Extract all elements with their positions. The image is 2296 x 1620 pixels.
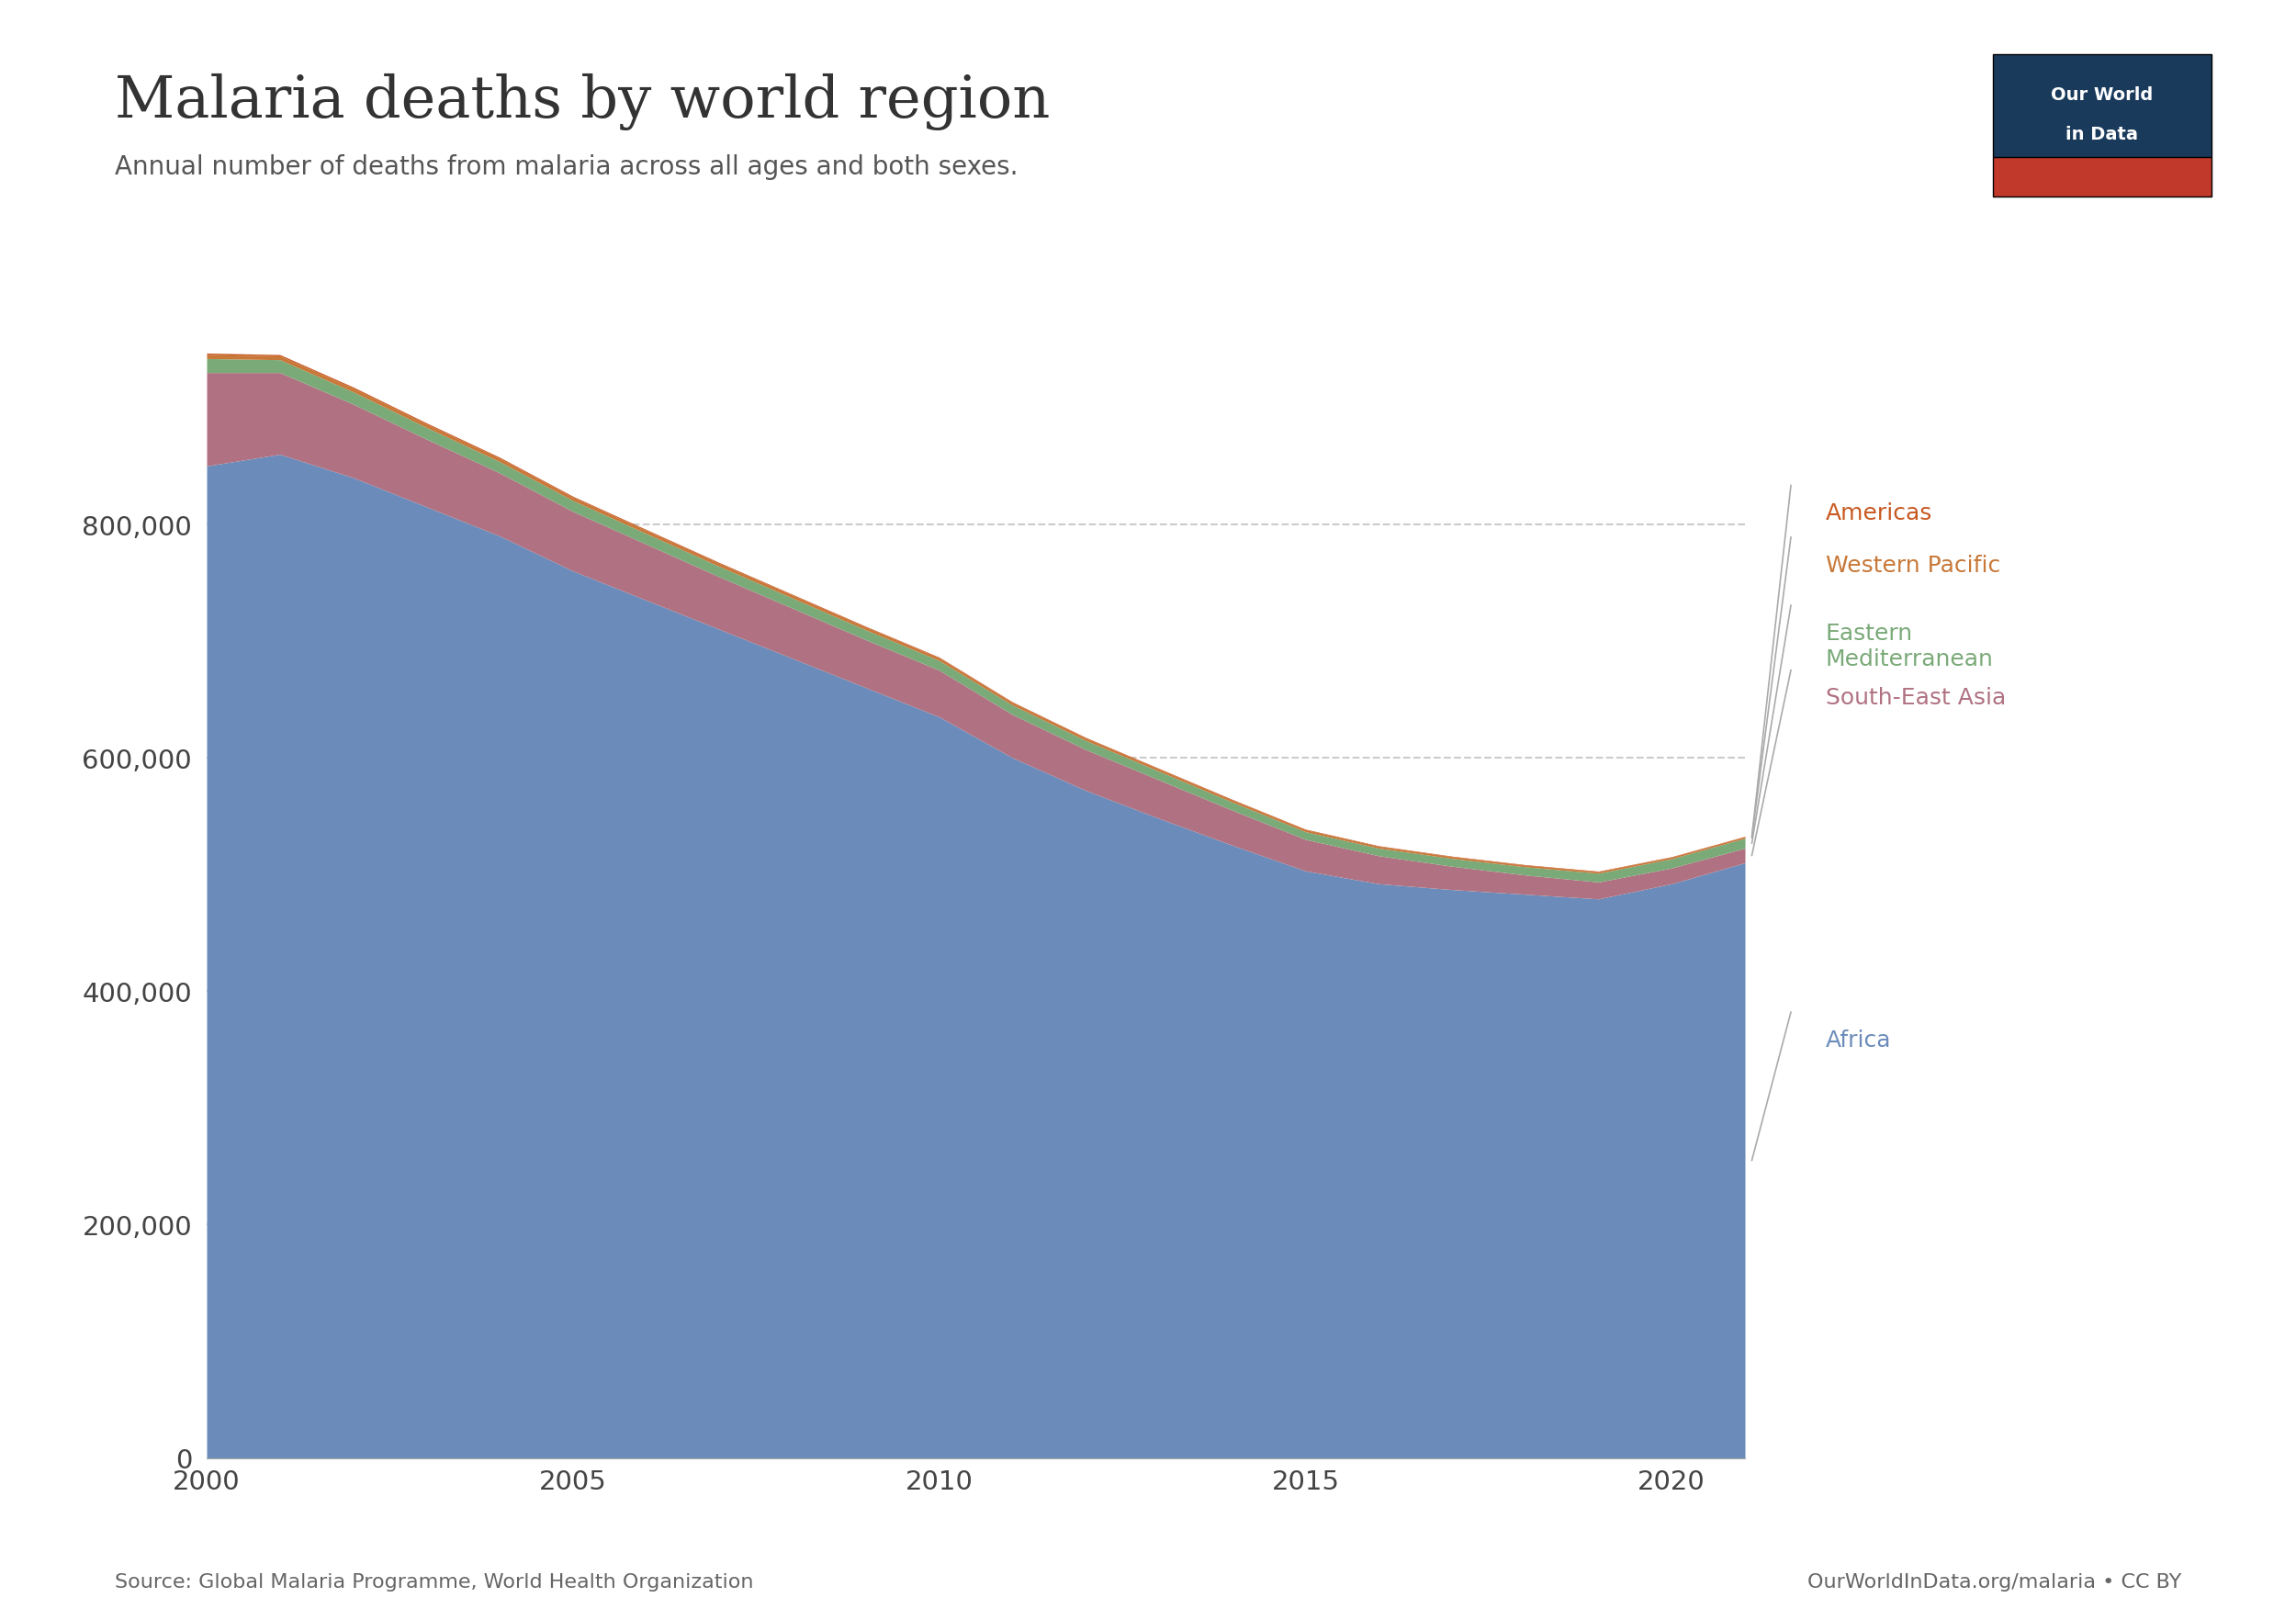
FancyBboxPatch shape <box>1993 157 2211 198</box>
Text: Malaria deaths by world region: Malaria deaths by world region <box>115 73 1049 130</box>
Text: OurWorldInData.org/malaria • CC BY: OurWorldInData.org/malaria • CC BY <box>1807 1573 2181 1591</box>
Text: South-East Asia: South-East Asia <box>1825 687 2007 710</box>
FancyBboxPatch shape <box>1993 55 2211 198</box>
Text: Americas: Americas <box>1825 502 1933 525</box>
Text: Our World: Our World <box>2050 86 2154 104</box>
Text: Eastern
Mediterranean: Eastern Mediterranean <box>1825 622 1993 669</box>
Text: in Data: in Data <box>2066 126 2138 144</box>
Text: Africa: Africa <box>1825 1029 1892 1051</box>
Text: Annual number of deaths from malaria across all ages and both sexes.: Annual number of deaths from malaria acr… <box>115 154 1017 180</box>
Text: Source: Global Malaria Programme, World Health Organization: Source: Global Malaria Programme, World … <box>115 1573 753 1591</box>
Text: Western Pacific: Western Pacific <box>1825 554 2000 577</box>
